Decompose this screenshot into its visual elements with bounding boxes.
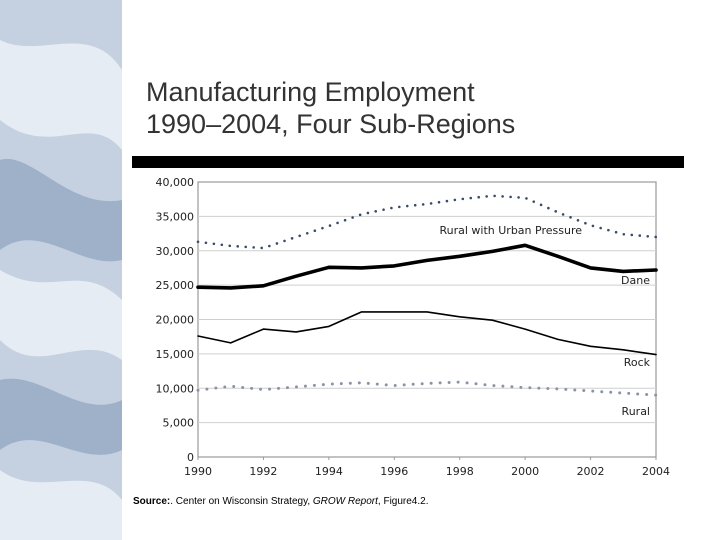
x-tick-label: 1996 xyxy=(380,465,408,478)
y-tick-label: 40,000 xyxy=(156,176,195,189)
source-note: Source:. Center on Wisconsin Strategy, G… xyxy=(133,496,429,507)
x-tick-label: 1990 xyxy=(184,465,212,478)
source-figure: , Figure4.2. xyxy=(377,496,429,507)
slide-title: Manufacturing Employment 1990–2004, Four… xyxy=(146,76,706,140)
sidebar-wave-light xyxy=(0,270,122,360)
series-label: Rock xyxy=(624,356,651,369)
sidebar-wave-light xyxy=(0,40,122,150)
title-rule xyxy=(132,156,684,168)
y-tick-label: 30,000 xyxy=(156,245,195,258)
y-tick-label: 25,000 xyxy=(156,279,195,292)
y-tick-label: 0 xyxy=(187,451,194,464)
x-tick-label: 1998 xyxy=(446,465,474,478)
source-text: . Center on Wisconsin Strategy, xyxy=(170,496,313,507)
source-label: Source: xyxy=(133,496,171,507)
series-line xyxy=(196,243,658,290)
x-tick-label: 1992 xyxy=(249,465,277,478)
x-tick-label: 2004 xyxy=(642,465,670,478)
sidebar-wave-dark xyxy=(0,378,122,455)
y-tick-label: 35,000 xyxy=(156,210,195,223)
x-tick-label: 2002 xyxy=(577,465,605,478)
y-tick-label: 10,000 xyxy=(156,382,195,395)
manufacturing-employment-chart: 0 5,000 10,000 15,000 20,000 25,000 30,000 35,0… xyxy=(156,176,671,478)
y-tick-label: 20,000 xyxy=(156,314,195,327)
series-label: Dane xyxy=(621,274,650,287)
series-line xyxy=(197,311,657,356)
source-report-title: GROW Report xyxy=(312,496,378,507)
slide-title-line2: 1990–2004, Four Sub-Regions xyxy=(146,109,516,139)
series-label: Rural xyxy=(622,405,650,418)
y-tick-label: 5,000 xyxy=(163,417,195,430)
x-tick-label: 1994 xyxy=(315,465,343,478)
series-label: Rural with Urban Pressure xyxy=(439,224,582,237)
sidebar-wave-light xyxy=(0,470,122,540)
sidebar-wave-dark xyxy=(0,158,122,262)
slide-title-line1: Manufacturing Employment xyxy=(146,77,475,107)
y-tick-label: 15,000 xyxy=(156,348,195,361)
sidebar-wave-decoration xyxy=(0,0,122,540)
x-tick-label: 2000 xyxy=(511,465,539,478)
